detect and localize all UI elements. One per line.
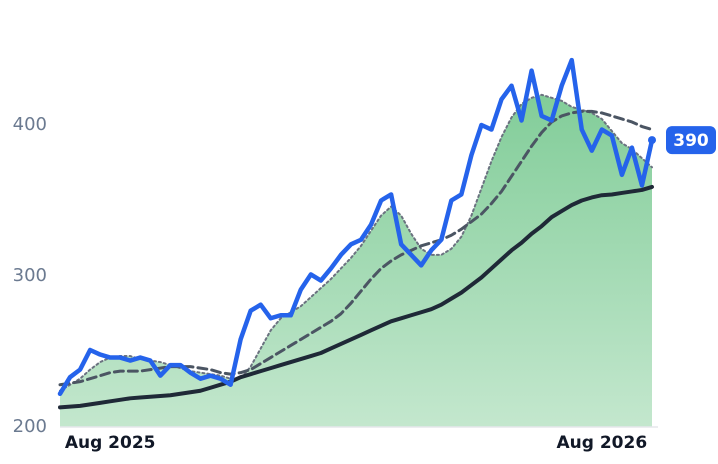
line bbox=[59, 93, 653, 392]
price-label: 390 bbox=[673, 131, 709, 151]
y-tick-label: 400 bbox=[13, 114, 47, 135]
area bbox=[60, 94, 652, 428]
y-tick-label: 200 bbox=[13, 416, 47, 437]
line bbox=[58, 184, 654, 410]
line bbox=[57, 57, 655, 397]
x-tick-label: Aug 2026 bbox=[556, 433, 647, 453]
x-tick-label: Aug 2025 bbox=[65, 433, 156, 453]
last-point bbox=[648, 136, 656, 145]
price-badge bbox=[666, 126, 716, 155]
y-tick-label: 300 bbox=[13, 265, 47, 286]
